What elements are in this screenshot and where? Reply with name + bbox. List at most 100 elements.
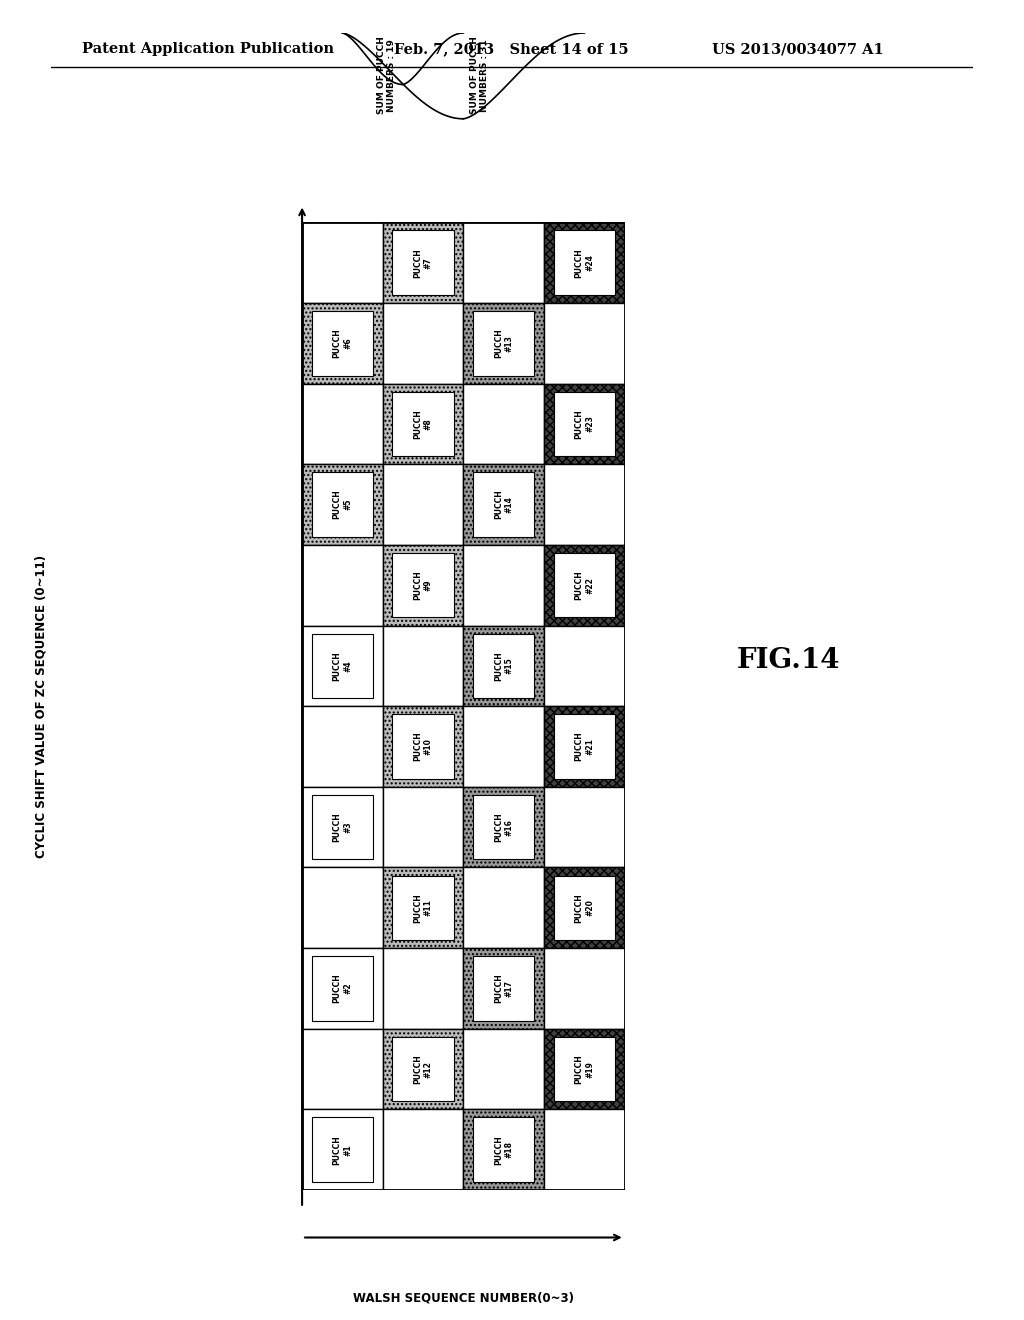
Text: PUCCH
#9: PUCCH #9 <box>414 570 433 601</box>
Bar <box>383 222 463 304</box>
FancyBboxPatch shape <box>311 312 373 376</box>
Bar <box>463 545 544 626</box>
Bar <box>544 465 625 545</box>
Bar <box>544 948 625 1028</box>
Bar <box>383 948 463 1028</box>
Text: PUCCH
#1: PUCCH #1 <box>333 1135 352 1164</box>
Bar <box>463 706 544 787</box>
Bar <box>302 304 383 384</box>
Text: PUCCH
#23: PUCCH #23 <box>574 409 594 438</box>
Text: PUCCH
#2: PUCCH #2 <box>333 974 352 1003</box>
Bar <box>463 384 544 465</box>
Text: PUCCH
#3: PUCCH #3 <box>333 812 352 842</box>
FancyBboxPatch shape <box>311 795 373 859</box>
Bar <box>383 384 463 465</box>
Bar <box>302 222 383 304</box>
FancyBboxPatch shape <box>554 231 615 294</box>
Bar <box>544 1109 625 1191</box>
Bar <box>302 1109 383 1191</box>
FancyBboxPatch shape <box>392 231 454 294</box>
Bar <box>383 545 463 626</box>
Text: Patent Application Publication: Patent Application Publication <box>82 42 334 57</box>
Bar <box>544 384 625 465</box>
Bar <box>463 1109 544 1191</box>
Bar <box>463 626 544 706</box>
FancyBboxPatch shape <box>473 1118 535 1181</box>
FancyBboxPatch shape <box>311 634 373 698</box>
Text: PUCCH
#22: PUCCH #22 <box>574 570 594 601</box>
Bar <box>302 867 383 948</box>
Bar <box>544 867 625 948</box>
Text: PUCCH
#19: PUCCH #19 <box>574 1055 594 1084</box>
FancyBboxPatch shape <box>473 473 535 537</box>
Bar <box>383 1028 463 1109</box>
Bar <box>463 304 544 384</box>
FancyBboxPatch shape <box>392 714 454 779</box>
FancyBboxPatch shape <box>311 473 373 537</box>
Bar <box>383 304 463 384</box>
Bar <box>302 948 383 1028</box>
Bar <box>544 545 625 626</box>
Bar <box>302 626 383 706</box>
FancyBboxPatch shape <box>392 875 454 940</box>
Text: PUCCH
#24: PUCCH #24 <box>574 248 594 277</box>
Bar <box>302 1028 383 1109</box>
Text: CYCLIC SHIFT VALUE OF ZC SEQUENCE (0~11): CYCLIC SHIFT VALUE OF ZC SEQUENCE (0~11) <box>35 554 47 858</box>
Bar <box>302 465 383 545</box>
Bar <box>463 222 544 304</box>
Text: PUCCH
#13: PUCCH #13 <box>494 329 513 358</box>
Bar <box>544 787 625 867</box>
FancyBboxPatch shape <box>554 1036 615 1101</box>
Bar <box>302 787 383 867</box>
Text: PUCCH
#10: PUCCH #10 <box>414 731 433 762</box>
Bar <box>383 465 463 545</box>
FancyBboxPatch shape <box>473 795 535 859</box>
Bar <box>463 1028 544 1109</box>
Text: SUM OF PUCCH
NUMBERS : 19: SUM OF PUCCH NUMBERS : 19 <box>377 37 396 115</box>
Text: PUCCH
#18: PUCCH #18 <box>494 1135 513 1164</box>
Text: US 2013/0034077 A1: US 2013/0034077 A1 <box>712 42 884 57</box>
Bar <box>383 1109 463 1191</box>
Text: PUCCH
#17: PUCCH #17 <box>494 974 513 1003</box>
Text: SUM OF PUCCH
NUMBERS : 31: SUM OF PUCCH NUMBERS : 31 <box>470 37 489 115</box>
Text: PUCCH
#12: PUCCH #12 <box>414 1055 433 1084</box>
Bar <box>463 948 544 1028</box>
Text: PUCCH
#14: PUCCH #14 <box>494 490 513 520</box>
FancyBboxPatch shape <box>392 392 454 457</box>
Text: PUCCH
#7: PUCCH #7 <box>414 248 433 277</box>
Text: PUCCH
#6: PUCCH #6 <box>333 329 352 358</box>
Bar <box>302 384 383 465</box>
Bar <box>302 545 383 626</box>
FancyBboxPatch shape <box>392 553 454 618</box>
FancyBboxPatch shape <box>554 875 615 940</box>
Bar <box>544 706 625 787</box>
FancyBboxPatch shape <box>392 1036 454 1101</box>
Bar <box>544 626 625 706</box>
Text: PUCCH
#20: PUCCH #20 <box>574 892 594 923</box>
FancyBboxPatch shape <box>311 956 373 1020</box>
Text: WALSH SEQUENCE NUMBER(0~3): WALSH SEQUENCE NUMBER(0~3) <box>353 1291 573 1304</box>
Bar <box>544 304 625 384</box>
Text: PUCCH
#15: PUCCH #15 <box>494 651 513 681</box>
Text: PUCCH
#4: PUCCH #4 <box>333 651 352 681</box>
FancyBboxPatch shape <box>473 312 535 376</box>
Bar <box>544 222 625 304</box>
Bar <box>463 787 544 867</box>
Bar <box>383 867 463 948</box>
FancyBboxPatch shape <box>473 634 535 698</box>
Bar <box>302 706 383 787</box>
Bar <box>383 787 463 867</box>
Text: FIG.14: FIG.14 <box>736 647 841 673</box>
FancyBboxPatch shape <box>554 553 615 618</box>
Text: PUCCH
#5: PUCCH #5 <box>333 490 352 520</box>
Text: PUCCH
#16: PUCCH #16 <box>494 812 513 842</box>
Text: PUCCH
#21: PUCCH #21 <box>574 731 594 762</box>
Bar <box>383 626 463 706</box>
Bar <box>463 867 544 948</box>
Bar <box>544 1028 625 1109</box>
Text: Feb. 7, 2013   Sheet 14 of 15: Feb. 7, 2013 Sheet 14 of 15 <box>394 42 629 57</box>
FancyBboxPatch shape <box>473 956 535 1020</box>
Text: PUCCH
#8: PUCCH #8 <box>414 409 433 438</box>
Text: PUCCH
#11: PUCCH #11 <box>414 892 433 923</box>
FancyBboxPatch shape <box>554 392 615 457</box>
